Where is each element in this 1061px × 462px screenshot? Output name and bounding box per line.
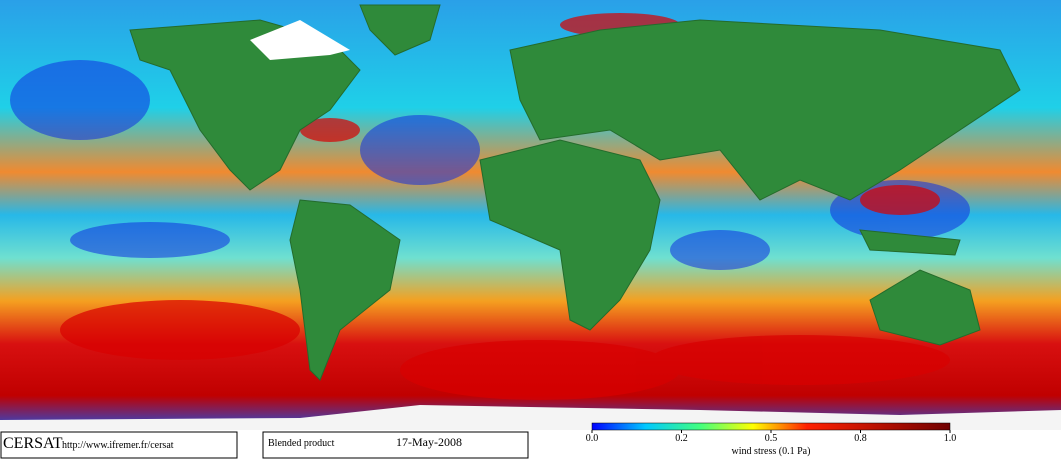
product-box	[262, 431, 529, 459]
colorbar	[591, 422, 951, 431]
footer: CERSAT http://www.ifremer.fr/cersat Blen…	[0, 422, 1061, 462]
map	[0, 0, 1061, 430]
logo-box	[0, 431, 238, 459]
colorbar-tick-label: 0.0	[586, 433, 599, 444]
colorbar-tick-label: 0.2	[675, 433, 688, 444]
url: http://www.ifremer.fr/cersat	[62, 440, 174, 451]
date: 17-May-2008	[396, 435, 462, 449]
colorbar-tick-label: 1.0	[944, 433, 957, 444]
logo: CERSAT	[3, 435, 63, 452]
legend-title: wind stress (0.1 Pa)	[732, 446, 811, 457]
product: Blended product	[268, 438, 335, 449]
colorbar-tick-label: 0.5	[765, 433, 778, 444]
colorbar-tick-label: 0.8	[854, 433, 867, 444]
